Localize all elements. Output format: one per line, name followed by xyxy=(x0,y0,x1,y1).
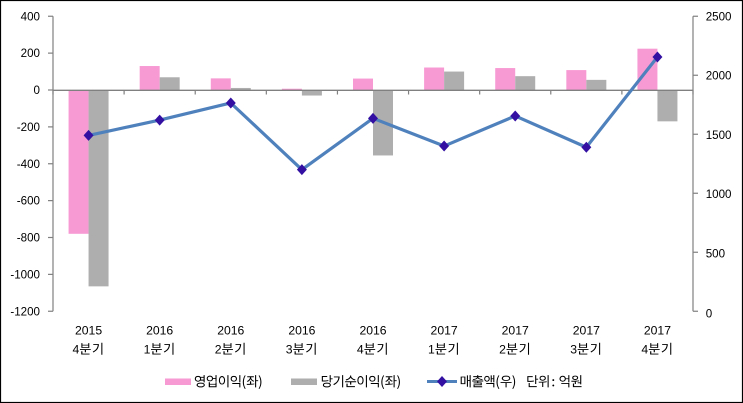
svg-text:0: 0 xyxy=(34,84,40,97)
svg-text:-200: -200 xyxy=(17,121,40,134)
svg-text:2016: 2016 xyxy=(288,323,315,337)
svg-text:4: 4 xyxy=(357,342,364,356)
svg-text:2017: 2017 xyxy=(502,323,529,337)
svg-text:-1000: -1000 xyxy=(10,268,40,281)
svg-text:200: 200 xyxy=(21,47,40,60)
svg-text:3: 3 xyxy=(570,342,577,356)
svg-text:2016: 2016 xyxy=(359,323,386,337)
svg-text:-800: -800 xyxy=(17,232,40,245)
svg-text:-600: -600 xyxy=(17,195,40,208)
svg-text:0: 0 xyxy=(706,307,712,320)
svg-text:2500: 2500 xyxy=(706,10,732,23)
svg-text:4: 4 xyxy=(641,342,648,356)
svg-text:400: 400 xyxy=(21,10,40,23)
svg-text:2: 2 xyxy=(499,342,506,356)
svg-text:-400: -400 xyxy=(17,158,40,171)
svg-text:2: 2 xyxy=(215,342,222,356)
svg-text:1: 1 xyxy=(144,342,151,356)
svg-text:2017: 2017 xyxy=(573,323,600,337)
svg-text:1500: 1500 xyxy=(706,129,732,142)
svg-text:2017: 2017 xyxy=(431,323,458,337)
svg-text:3: 3 xyxy=(286,342,293,356)
svg-text:2015: 2015 xyxy=(75,323,102,337)
svg-text:2016: 2016 xyxy=(146,323,173,337)
svg-text:2000: 2000 xyxy=(706,69,732,82)
svg-text:2017: 2017 xyxy=(644,323,671,337)
svg-text:-1200: -1200 xyxy=(10,305,40,318)
svg-text:1: 1 xyxy=(428,342,435,356)
svg-text:500: 500 xyxy=(706,248,725,261)
svg-text:4: 4 xyxy=(72,342,79,356)
svg-text:1000: 1000 xyxy=(706,188,732,201)
svg-text:2016: 2016 xyxy=(217,323,244,337)
